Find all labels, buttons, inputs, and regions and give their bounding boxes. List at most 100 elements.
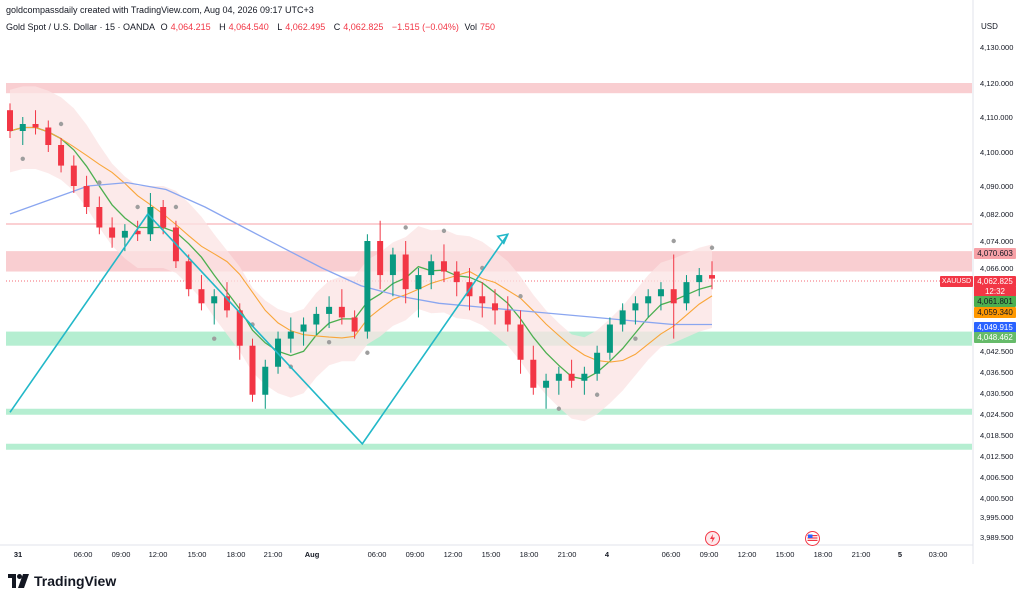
y-tick-label: 3,989.500 xyxy=(980,533,1013,542)
envelope-band xyxy=(10,86,712,422)
y-tick-label: 4,036.500 xyxy=(980,368,1013,377)
tradingview-logo[interactable]: TradingView xyxy=(8,573,116,589)
signal-dot xyxy=(135,204,140,210)
candle-body xyxy=(619,310,626,325)
candle-body xyxy=(709,275,715,279)
ohlc-open: O 4,064.215 xyxy=(160,22,211,32)
candle-body xyxy=(96,207,103,228)
y-tick-label: 4,000.500 xyxy=(980,494,1013,503)
x-tick-label: 12:00 xyxy=(149,550,168,559)
candle-body xyxy=(45,127,52,145)
green-ma-price-tag: 4,061.801 xyxy=(974,296,1016,307)
current-price-tag: 4,062.825 xyxy=(974,276,1016,287)
x-tick-label: 15:00 xyxy=(188,550,207,559)
x-tick-label: 12:00 xyxy=(444,550,463,559)
candle-body xyxy=(440,261,447,272)
us-flag-event-icon[interactable] xyxy=(805,531,820,546)
signal-dot xyxy=(58,121,64,127)
x-tick-label: 15:00 xyxy=(482,550,501,559)
x-tick-label: 15:00 xyxy=(776,550,795,559)
candle-body xyxy=(402,254,409,290)
zone-support-4 xyxy=(6,443,972,450)
candle-body xyxy=(134,230,141,235)
zone-resistance-0 xyxy=(6,83,972,94)
candle-body xyxy=(683,282,690,304)
signal-dot xyxy=(518,294,523,299)
x-tick-label: 18:00 xyxy=(227,550,246,559)
countdown-tag: 12:32 xyxy=(974,286,1016,297)
candle-body xyxy=(58,145,65,166)
blue-ma-price-tag: 4,049.915 xyxy=(974,322,1016,333)
candle-body xyxy=(70,165,77,186)
y-tick-label: 4,082.000 xyxy=(980,210,1013,219)
signal-dot xyxy=(212,336,217,341)
candle-body xyxy=(83,186,90,207)
x-tick-label: 21:00 xyxy=(264,550,283,559)
candle-body xyxy=(517,324,524,360)
candle-body xyxy=(262,366,269,395)
signal-dot xyxy=(326,339,332,345)
candle-body xyxy=(326,306,333,314)
candle-body xyxy=(211,296,218,304)
pattern-zigzag xyxy=(9,212,509,446)
x-tick-label: 03:00 xyxy=(929,550,948,559)
ma-blue-line xyxy=(9,181,712,326)
signal-dot xyxy=(20,156,25,161)
ohlc-high: H 4,064.540 xyxy=(219,22,269,32)
y-tick-label: 4,024.500 xyxy=(980,410,1013,419)
candle-body xyxy=(32,124,39,128)
signal-dot xyxy=(556,406,562,411)
x-tick-label: 4 xyxy=(605,550,610,559)
candle-body xyxy=(121,230,128,238)
candle-body xyxy=(185,261,192,290)
x-tick-label: 06:00 xyxy=(662,550,681,559)
candle-body xyxy=(415,275,422,290)
candle-body xyxy=(7,110,13,131)
candle-body xyxy=(109,227,116,238)
candle-body xyxy=(19,124,26,131)
candle-body xyxy=(377,241,384,276)
pattern-arrow xyxy=(496,233,510,245)
y-tick-label: 4,042.500 xyxy=(980,347,1013,356)
candle-body xyxy=(160,207,167,228)
signal-dot xyxy=(173,204,179,210)
brand-name: TradingView xyxy=(34,573,117,589)
y-tick-label: 4,130.000 xyxy=(980,43,1013,52)
y-tick-label: 4,030.500 xyxy=(980,389,1013,398)
signal-dot xyxy=(441,228,447,234)
orange-ma-price-tag: 4,059.340 xyxy=(974,307,1016,318)
candle-body xyxy=(287,331,294,339)
x-tick-label: Aug xyxy=(305,550,320,559)
y-tick-label: 4,100.000 xyxy=(980,148,1013,157)
x-tick-label: 31 xyxy=(14,550,22,559)
lightning-event-icon[interactable] xyxy=(705,531,720,546)
x-tick-label: 21:00 xyxy=(558,550,577,559)
candle-body xyxy=(223,296,230,311)
y-tick-label: 4,110.000 xyxy=(980,113,1013,122)
tradingview-logo-icon xyxy=(8,574,29,588)
candle-body xyxy=(313,313,320,325)
volume: Vol 750 xyxy=(464,22,495,32)
y-tick-label: 3,995.000 xyxy=(980,513,1013,522)
x-tick-label: 09:00 xyxy=(700,550,719,559)
candle-body xyxy=(492,303,499,311)
signal-dot xyxy=(403,225,408,230)
y-tick-label: 4,066.000 xyxy=(980,264,1013,273)
candle-body xyxy=(504,310,511,325)
candle-body xyxy=(389,254,396,276)
x-tick-label: 18:00 xyxy=(814,550,833,559)
x-tick-label: 09:00 xyxy=(406,550,425,559)
signal-dot xyxy=(97,180,102,185)
signal-dot xyxy=(594,392,600,397)
ohlc-low: L 4,062.495 xyxy=(277,22,326,32)
candle-body xyxy=(198,289,205,304)
y-tick-label: 4,120.000 xyxy=(980,79,1013,88)
signal-dot xyxy=(709,245,715,250)
y-tick-label: 4,018.500 xyxy=(980,431,1013,440)
x-tick-label: 12:00 xyxy=(738,550,757,559)
pair-price-tag: XAUUSD xyxy=(940,276,973,287)
symbol-title[interactable]: Gold Spot / U.S. Dollar · 15 · OANDA xyxy=(6,22,156,32)
ohlc-close: C 4,062.825 xyxy=(333,22,384,32)
price-change: −1.515 (−0.04%) xyxy=(391,22,459,32)
